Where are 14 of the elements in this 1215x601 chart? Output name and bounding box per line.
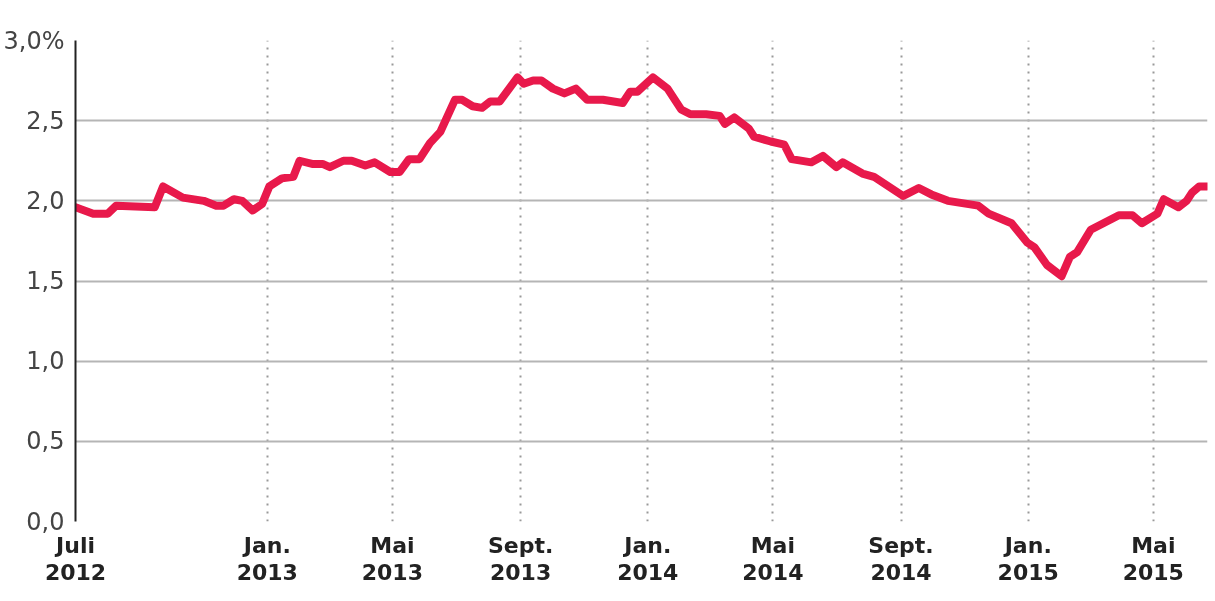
y-tick-label: 1,5 <box>26 267 65 295</box>
x-tick-label: Jan. 2015 <box>997 532 1059 585</box>
x-tick-label: Mai 2015 <box>1122 532 1184 585</box>
x-tick-label: Sept. 2013 <box>487 532 554 585</box>
y-tick-label: 1,0 <box>26 347 65 376</box>
x-tick-label: Jan. 2014 <box>617 532 679 585</box>
x-tick-label: Jan. 2013 <box>236 532 298 585</box>
y-tick-label: 2,0 <box>26 186 65 215</box>
x-tick-label: Mai 2013 <box>361 532 423 585</box>
y-tick-label: 0,5 <box>26 427 65 456</box>
y-tick-label: 2,5 <box>26 106 65 135</box>
y-tick-label: 3,0% <box>3 26 65 55</box>
x-tick-label: Mai 2014 <box>742 532 804 585</box>
x-tick-label: Sept. 2014 <box>868 532 934 585</box>
